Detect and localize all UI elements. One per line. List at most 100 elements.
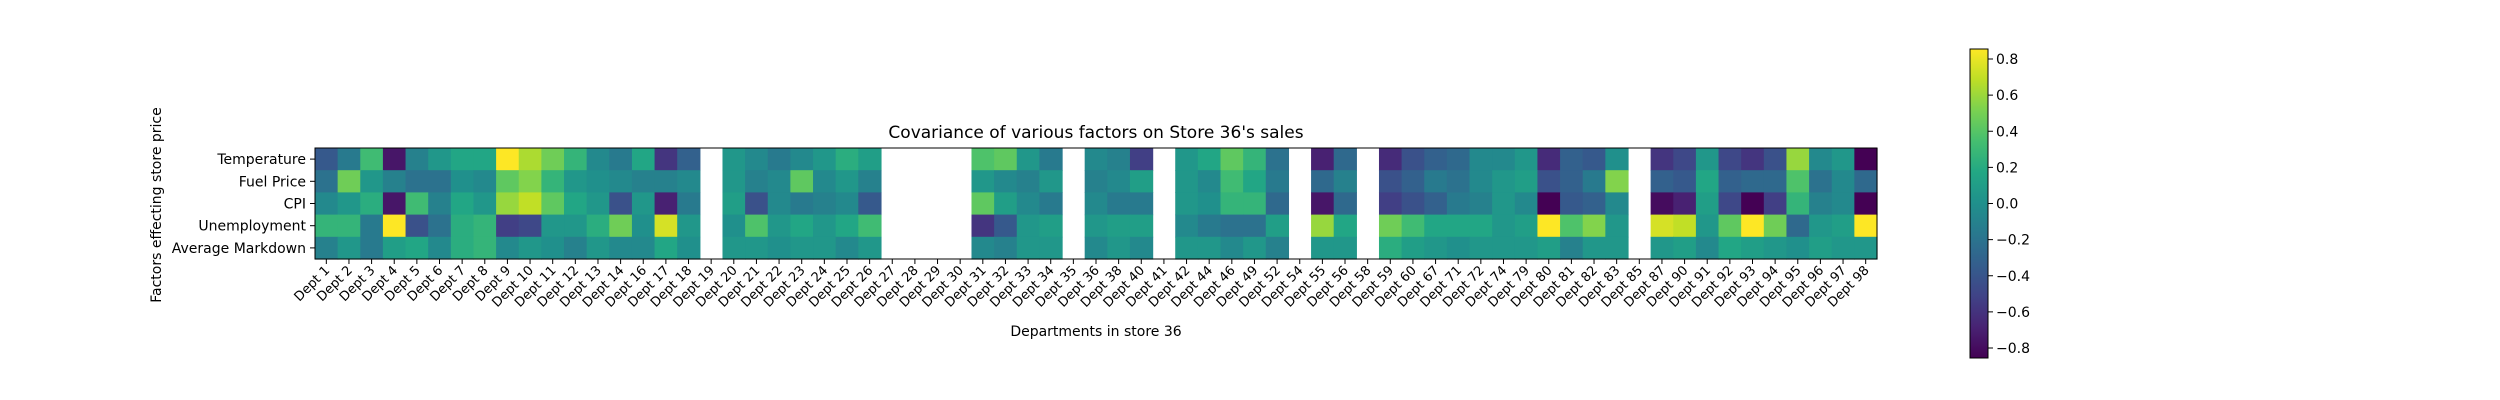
heatmap-cell	[315, 170, 339, 193]
heatmap-cell	[971, 236, 995, 260]
heatmap-cell	[1514, 170, 1539, 193]
heatmap-cell	[586, 148, 610, 171]
heatmap-cell	[1514, 214, 1539, 238]
heatmap-cell	[1582, 236, 1606, 260]
heatmap-cell	[360, 192, 384, 216]
heatmap-cell	[1741, 214, 1765, 238]
heatmap-cell	[813, 148, 837, 171]
heatmap-cell	[1243, 192, 1267, 216]
heatmap-cell	[1084, 192, 1108, 216]
heatmap-cell	[1673, 214, 1697, 238]
heatmap-cell	[428, 148, 452, 171]
heatmap-cell	[631, 170, 656, 193]
heatmap-cell	[767, 148, 791, 171]
heatmap-cell	[1695, 236, 1720, 260]
heatmap-cell	[382, 192, 407, 216]
heatmap-cell	[745, 192, 769, 216]
heatmap-cell	[1424, 236, 1448, 260]
heatmap-cell	[1220, 192, 1244, 216]
heatmap-cell	[428, 236, 452, 260]
heatmap-cell	[1243, 236, 1267, 260]
heatmap-cell	[1378, 214, 1403, 238]
heatmap-cell	[1673, 170, 1697, 193]
heatmap-cell	[745, 148, 769, 171]
heatmap-cell	[541, 170, 565, 193]
heatmap-cell	[450, 192, 475, 216]
heatmap-cell	[1854, 192, 1878, 216]
heatmap-cell	[1605, 170, 1629, 193]
colorbar-tick-label: 0.2	[1996, 160, 2018, 176]
heatmap-cell	[541, 214, 565, 238]
heatmap-cell	[1763, 148, 1788, 171]
heatmap-cell	[428, 192, 452, 216]
heatmap-cell	[1763, 236, 1788, 260]
heatmap-cell	[1809, 170, 1833, 193]
colorbar-tick-label: 0.8	[1996, 52, 2018, 68]
heatmap-cell	[654, 148, 678, 171]
heatmap-cell	[1424, 192, 1448, 216]
heatmap-cell	[1469, 170, 1493, 193]
heatmap-cell	[586, 170, 610, 193]
colorbar	[1969, 48, 1989, 359]
heatmap-cell	[1582, 170, 1606, 193]
heatmap-cell	[1084, 236, 1108, 260]
heatmap-cell	[1243, 214, 1267, 238]
heatmap-cell	[677, 214, 701, 238]
heatmap-cell	[722, 214, 746, 238]
heatmap-cell	[790, 148, 814, 171]
heatmap-cell	[473, 236, 497, 260]
heatmap-cell	[1197, 192, 1222, 216]
heatmap-cell	[609, 148, 633, 171]
heatmap-cell	[1514, 148, 1539, 171]
heatmap-cell	[1175, 236, 1199, 260]
heatmap-cell	[1243, 148, 1267, 171]
heatmap-cell	[1129, 214, 1154, 238]
heatmap-cell	[1016, 192, 1041, 216]
heatmap-cell	[1718, 192, 1742, 216]
heatmap-cell	[1492, 192, 1516, 216]
heatmap-cell	[1763, 192, 1788, 216]
row-labels: Temperature Fuel Price CPI Unemployment Aver…	[172, 152, 315, 257]
heatmap-cell	[1424, 148, 1448, 171]
heatmap-cell	[790, 214, 814, 238]
heatmap-cell	[337, 214, 361, 238]
heatmap-cell	[1741, 192, 1765, 216]
heatmap-cell	[1695, 148, 1720, 171]
heatmap-cell	[1084, 214, 1108, 238]
heatmap-cell	[1084, 148, 1108, 171]
heatmap-cell	[1084, 170, 1108, 193]
heatmap-cell	[586, 236, 610, 260]
heatmap-cell	[428, 214, 452, 238]
heatmap-cell	[654, 214, 678, 238]
heatmap-cell	[1537, 236, 1561, 260]
heatmap-cell	[835, 236, 859, 260]
heatmap-cell	[1107, 148, 1131, 171]
colorbar-tick-label: −0.6	[1996, 305, 2030, 321]
heatmap-cell	[631, 192, 656, 216]
heatmap-cell	[994, 236, 1018, 260]
heatmap-cell	[1695, 170, 1720, 193]
heatmap-cell	[813, 170, 837, 193]
heatmap-cell	[835, 170, 859, 193]
heatmap-cell	[1243, 170, 1267, 193]
heatmap-cell	[1650, 148, 1674, 171]
colorbar-ticks: 0.8 0.6 0.4 0.2 0.0 −0.2 −0.4 −0.6 −0.8	[1988, 52, 2030, 357]
heatmap-cell	[1220, 148, 1244, 171]
heatmap-cell	[1560, 170, 1584, 193]
heatmap-cell	[1311, 214, 1335, 238]
heatmap-cell	[586, 192, 610, 216]
heatmap-cell	[360, 148, 384, 171]
x-axis-label: Departments in store 36	[1010, 324, 1181, 340]
heatmap-cell	[405, 236, 429, 260]
heatmap-cell	[994, 214, 1018, 238]
heatmap-cell	[1673, 148, 1697, 171]
heatmap-cell	[1016, 170, 1041, 193]
heatmap-cell	[1039, 148, 1063, 171]
heatmap-cell	[767, 236, 791, 260]
heatmap-cell	[496, 236, 520, 260]
heatmap-cell	[722, 148, 746, 171]
heatmap-cell	[722, 236, 746, 260]
heatmap-cell	[1650, 236, 1674, 260]
heatmap-cell	[1446, 214, 1471, 238]
